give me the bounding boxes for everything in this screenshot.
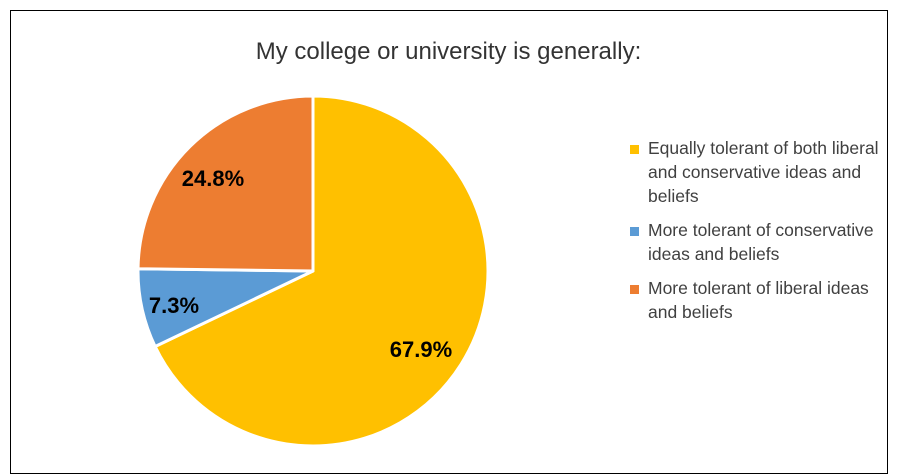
pie-slice-liberal (136, 94, 315, 273)
legend-label-conservative: More tolerant of conservative ideas and … (648, 220, 874, 264)
legend-swatch-liberal (630, 285, 639, 294)
legend-item-liberal: More tolerant of liberal ideas and belie… (628, 276, 888, 324)
legend-swatch-equally-tolerant (630, 145, 639, 154)
legend-item-equally-tolerant: Equally tolerant of both liberal and con… (628, 136, 888, 208)
legend-item-conservative: More tolerant of conservative ideas and … (628, 218, 888, 266)
pie-slice-equally-tolerant (153, 94, 490, 448)
legend-swatch-conservative (630, 227, 639, 236)
data-label-liberal: 24.8% (182, 166, 244, 191)
chart-title: My college or university is generally: (255, 38, 642, 65)
data-label-conservative: 7.3% (149, 293, 199, 318)
legend: Equally tolerant of both liberal and con… (628, 136, 888, 334)
legend-label-liberal: More tolerant of liberal ideas and belie… (648, 278, 869, 322)
legend-label-equally-tolerant: Equally tolerant of both liberal and con… (648, 138, 879, 206)
data-label-equally-tolerant: 67.9% (390, 337, 452, 362)
